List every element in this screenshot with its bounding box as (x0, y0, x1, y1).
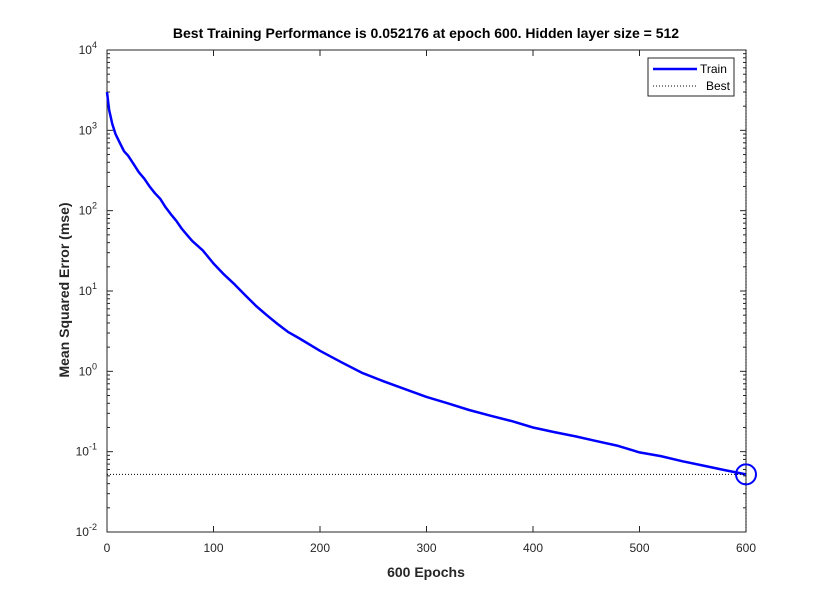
train-series-line (105, 91, 747, 476)
x-tick-label-5: 500 (629, 541, 649, 555)
chart-title: Best Training Performance is 0.052176 at… (173, 25, 679, 41)
x-tick-label-1: 100 (203, 541, 223, 555)
y-tick-label-1: 10-1 (76, 442, 97, 459)
y-tick-label-3: 101 (79, 281, 97, 298)
legend: Train Best (647, 57, 735, 97)
y-tick-label-2: 100 (79, 361, 97, 378)
legend-box (647, 57, 735, 97)
x-axis-label: 600 Epochs (387, 564, 465, 580)
x-tick-label-3: 300 (416, 541, 436, 555)
y-tick-label-0: 10-2 (76, 522, 97, 539)
y-tick-label-6: 104 (79, 40, 97, 57)
series-layer (105, 50, 757, 532)
y-tick-label-5: 103 (79, 120, 97, 137)
legend-best-label: Best (706, 79, 731, 93)
plot-frame (106, 49, 747, 533)
plot-area: 0 100 200 300 400 500 600 10-2 10-1 100 101 102 103… (76, 40, 757, 555)
x-tick-label-0: 0 (104, 541, 111, 555)
x-axis: 0 100 200 300 400 500 600 (104, 50, 756, 555)
y-axis: 10-2 10-1 100 101 102 103 104 (76, 40, 746, 539)
legend-train-label: Train (700, 62, 727, 76)
x-tick-label-6: 600 (736, 541, 756, 555)
x-tick-label-4: 400 (523, 541, 543, 555)
best-point-marker (735, 463, 757, 486)
y-axis-label: Mean Squared Error (mse) (56, 202, 72, 377)
y-tick-label-4: 102 (79, 201, 97, 218)
x-tick-label-2: 200 (310, 541, 330, 555)
